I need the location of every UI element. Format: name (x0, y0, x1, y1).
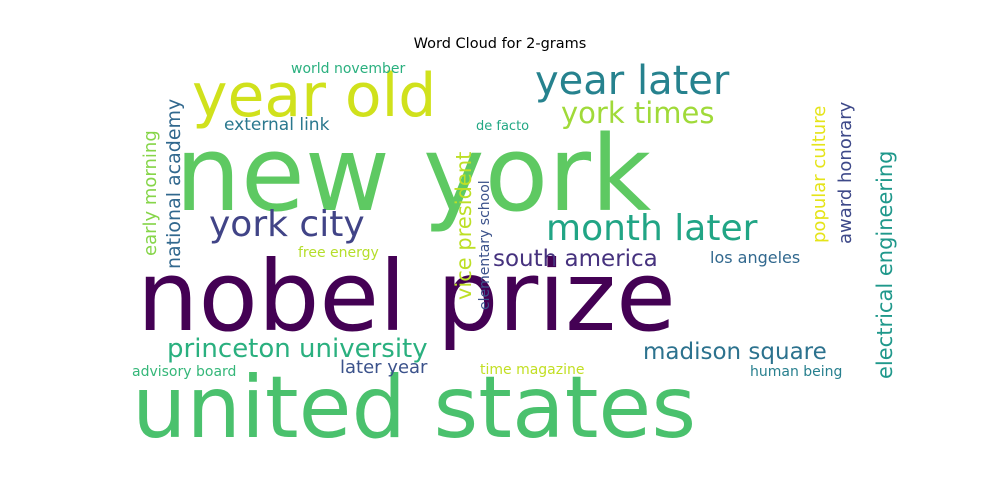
word-cloud: new york nobel prize united states year … (125, 61, 900, 451)
word-time-magazine: time magazine (480, 362, 585, 378)
word-human-being: human being (750, 364, 842, 380)
figure-title: Word Cloud for 2-grams (413, 36, 587, 52)
word-nobel-prize: nobel prize (137, 240, 676, 353)
word-york-times: york times (561, 96, 714, 130)
word-south-america: south america (493, 246, 658, 272)
word-elementary-school: elementary school (477, 180, 493, 310)
word-month-later: month later (546, 208, 758, 249)
word-electrical-engineering: electrical engineering (873, 151, 897, 380)
word-award-honorary: award honorary (835, 101, 856, 244)
word-los-angeles: los angeles (710, 248, 800, 267)
word-de-facto: de facto (476, 119, 529, 134)
word-later-year: later year (340, 357, 428, 378)
word-world-november: world november (291, 61, 405, 77)
word-year-old: year old (192, 61, 436, 131)
word-early-morning: early morning (140, 130, 161, 256)
word-advisory-board: advisory board (132, 364, 236, 380)
word-princeton-university: princeton university (167, 334, 428, 364)
word-free-energy: free energy (298, 245, 379, 261)
word-madison-square: madison square (643, 339, 827, 365)
word-york-city: york city (209, 204, 365, 245)
word-vice-president: vice president (452, 152, 476, 300)
word-external-link: external link (224, 115, 330, 135)
word-new-york: new york (175, 113, 651, 235)
word-national-academy: national academy (163, 99, 185, 269)
word-year-later: year later (535, 61, 730, 104)
word-united-states: united states (132, 358, 696, 451)
word-cloud-svg: new york nobel prize united states year … (132, 61, 897, 451)
word-popular-culture: popular culture (809, 106, 830, 243)
